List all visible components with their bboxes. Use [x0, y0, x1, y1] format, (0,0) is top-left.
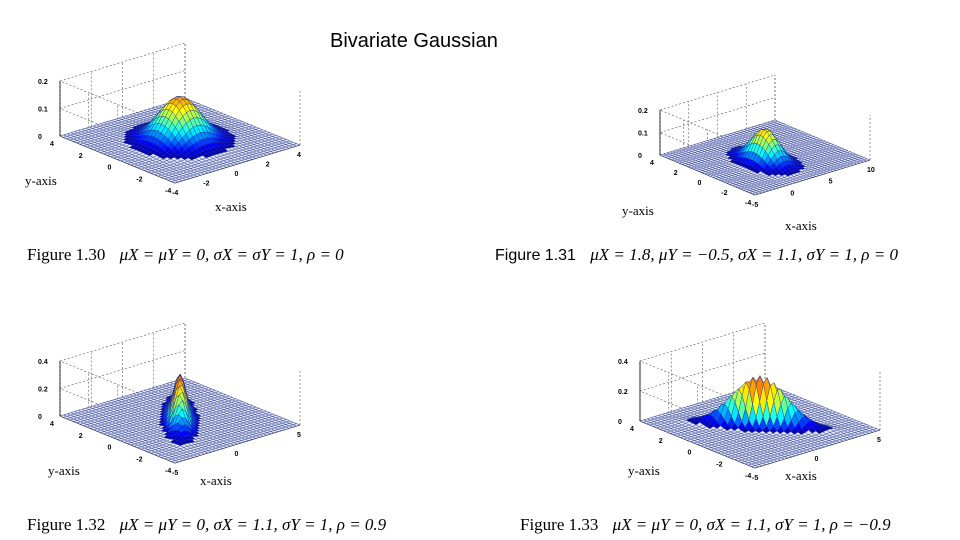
y-tick-label: -2	[136, 456, 142, 463]
x-axis-label: x-axis	[785, 468, 817, 483]
y-tick-label: -2	[136, 176, 142, 183]
x-tick-label: 5	[829, 179, 833, 186]
caption-1-31: Figure 1.31 μX = 1.8, μY = −0.5, σX = 1.…	[495, 245, 898, 265]
caption-1-33: Figure 1.33 μX = μY = 0, σX = 1.1, σY = …	[520, 515, 891, 535]
x-tick-label: -5	[752, 475, 758, 482]
z-tick-label: 0	[38, 134, 42, 141]
caption-1-32: Figure 1.32 μX = μY = 0, σX = 1.1, σY = …	[27, 515, 386, 535]
x-tick-label: 5	[297, 432, 301, 439]
z-tick-label: 0.4	[38, 359, 48, 366]
y-axis-label: y-axis	[48, 463, 80, 478]
y-tick-label: -4	[745, 200, 751, 207]
figure-label: Figure 1.30	[27, 245, 106, 264]
figure-label: Figure 1.31	[495, 247, 576, 264]
y-tick-label: 0	[698, 180, 702, 187]
x-tick-label: 0	[235, 451, 239, 458]
y-tick-label: 4	[50, 421, 54, 428]
y-tick-label: -2	[721, 190, 727, 197]
z-tick-label: 0.1	[638, 131, 648, 138]
y-tick-label: -2	[716, 461, 722, 468]
surface-plot-1-30: 0.2 0.1 0 -4 -2 0 2 4 4 2 0 -2 -4 x-axis y-axis	[20, 15, 310, 225]
x-tick-label: 2	[266, 162, 270, 169]
x-tick-label: 4	[297, 152, 301, 159]
figure-equation: μX = μY = 0, σX = 1.1, σY = 1, ρ = 0.9	[119, 515, 387, 534]
y-tick-label: 2	[659, 438, 663, 445]
y-tick-label: 2	[674, 170, 678, 177]
y-tick-label: 4	[650, 160, 654, 167]
z-tick-label: 0.2	[618, 389, 628, 396]
surface-mesh	[659, 119, 871, 196]
figure-equation: μX = 1.8, μY = −0.5, σX = 1.1, σY = 1, ρ…	[590, 245, 898, 264]
z-tick-label: 0	[38, 414, 42, 421]
z-tick-label: 0	[618, 419, 622, 426]
y-tick-label: 0	[108, 165, 112, 172]
z-tick-label: 0.1	[38, 107, 48, 114]
y-tick-label: -4	[745, 473, 751, 480]
surface-plot-1-32: 0.4 0.2 0 -5 0 5 4 2 0 -2 -4 x-axis y-axis	[20, 285, 310, 495]
y-axis-label: y-axis	[622, 203, 654, 218]
x-tick-label: 0	[235, 171, 239, 178]
figure-label: Figure 1.33	[520, 515, 599, 534]
surface-mesh	[639, 375, 881, 469]
surface-mesh	[59, 373, 301, 464]
figure-equation: μX = μY = 0, σX = σY = 1, ρ = 0	[119, 245, 344, 264]
x-axis-label: x-axis	[215, 199, 247, 214]
y-tick-label: 0	[688, 450, 692, 457]
x-tick-label: -4	[172, 190, 178, 197]
x-axis-label: x-axis	[200, 473, 232, 488]
figure-equation: μX = μY = 0, σX = 1.1, σY = 1, ρ = −0.9	[612, 515, 891, 534]
y-tick-label: -4	[165, 468, 171, 475]
x-tick-label: -5	[752, 202, 758, 209]
y-tick-label: -4	[165, 188, 171, 195]
z-tick-label: 0.2	[38, 387, 48, 394]
surface-plot-svg: 0.2 0.1 0 -4 -2 0 2 4 4 2 0 -2 -4 x-axis y-axis	[25, 42, 301, 214]
y-tick-label: 0	[108, 445, 112, 452]
z-tick-label: 0	[638, 153, 642, 160]
z-tick-label: 0.2	[638, 108, 648, 115]
figure-label: Figure 1.32	[27, 515, 106, 534]
z-tick-label: 0.4	[618, 359, 628, 366]
y-axis-label: y-axis	[628, 463, 660, 478]
x-tick-label: -5	[172, 470, 178, 477]
x-tick-label: 5	[877, 437, 881, 444]
surface-plot-1-31: 0.2 0.1 0 -5 0 5 10 4 2 0 -2 -4 x-axis y-axis	[610, 70, 890, 240]
y-tick-label: 4	[50, 141, 54, 148]
y-tick-label: 4	[630, 426, 634, 433]
surface-plot-svg: 0.4 0.2 0 -5 0 5 4 2 0 -2 -4 x-axis y-axis	[38, 322, 301, 488]
x-tick-label: 0	[815, 456, 819, 463]
slide-title: Bivariate Gaussian	[330, 30, 498, 52]
surface-plot-1-33: 0.4 0.2 0 -5 0 5 4 2 0 -2 -4 x-axis y-axis	[600, 320, 900, 495]
y-tick-label: 2	[79, 153, 83, 160]
x-tick-label: 0	[790, 190, 794, 197]
y-tick-label: 2	[79, 433, 83, 440]
x-axis-label: x-axis	[785, 218, 817, 233]
surface-mesh	[59, 96, 301, 184]
caption-1-30: Figure 1.30 μX = μY = 0, σX = σY = 1, ρ …	[27, 245, 344, 265]
x-tick-label: 10	[867, 167, 875, 174]
y-axis-label: y-axis	[25, 173, 57, 188]
z-tick-label: 0.2	[38, 79, 48, 86]
surface-plot-svg: 0.2 0.1 0 -5 0 5 10 4 2 0 -2 -4 x-axis y-axis	[622, 74, 875, 233]
x-tick-label: -2	[203, 181, 209, 188]
surface-plot-svg: 0.4 0.2 0 -5 0 5 4 2 0 -2 -4 x-axis y-axis	[618, 322, 881, 483]
